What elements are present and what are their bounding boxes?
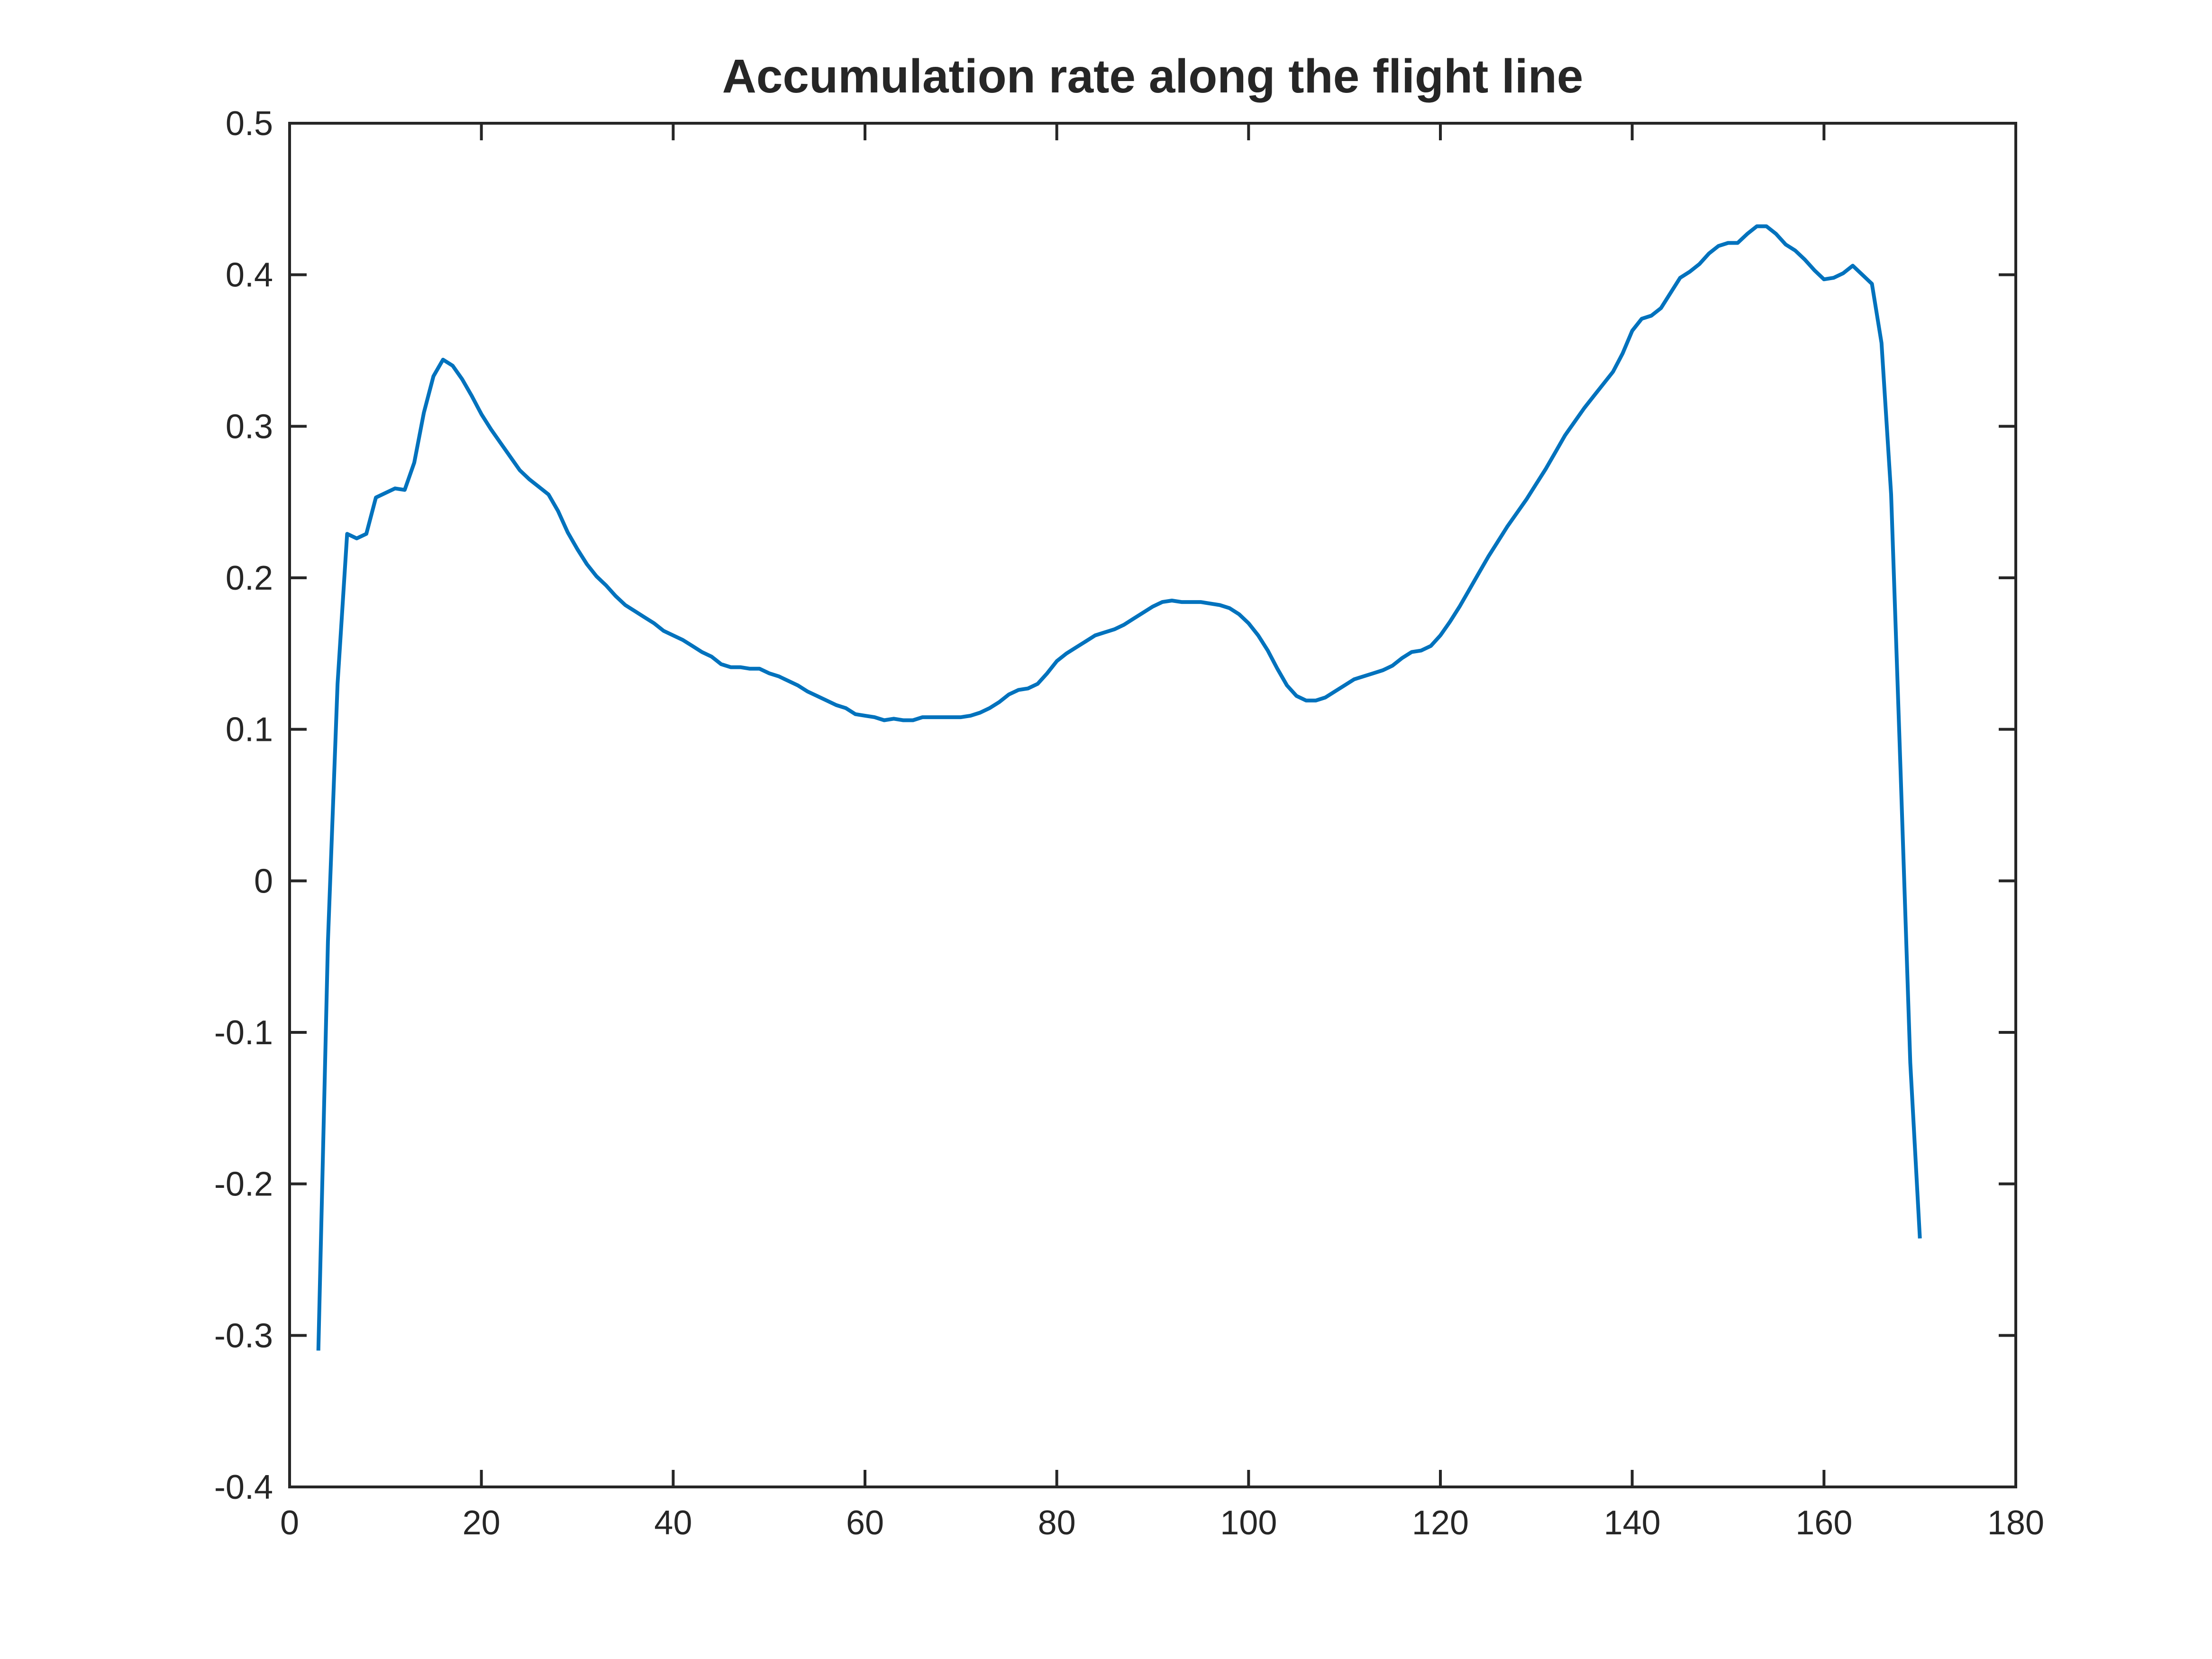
x-tick-label: 40 <box>654 1504 692 1542</box>
y-tick-label: 0.3 <box>226 408 273 446</box>
x-tick-label: 160 <box>1795 1504 1852 1542</box>
x-tick-label: 140 <box>1604 1504 1661 1542</box>
x-tick-label: 180 <box>1987 1504 2044 1542</box>
x-tick-label: 100 <box>1220 1504 1277 1542</box>
y-tick-label: -0.2 <box>214 1166 273 1203</box>
y-tick-label: -0.3 <box>214 1317 273 1355</box>
x-axis: 0 20 40 60 80 100 120 140 160 180 <box>280 123 2044 1542</box>
y-tick-label: 0.2 <box>226 559 273 597</box>
series-layer <box>316 224 1922 1351</box>
axes-box <box>288 122 2017 1488</box>
x-tick-label: 0 <box>280 1504 299 1542</box>
y-tick-label: 0.5 <box>226 105 273 143</box>
y-tick-label: 0.1 <box>226 711 273 749</box>
y-tick-label: -0.4 <box>214 1468 273 1506</box>
y-tick-label: 0 <box>254 862 273 900</box>
y-tick-label: 0.4 <box>226 256 273 294</box>
x-tick-label: 80 <box>1038 1504 1076 1542</box>
x-tick-label: 20 <box>463 1504 501 1542</box>
series-line-0 <box>316 224 1922 1351</box>
y-axis: -0.4 -0.3 -0.2 -0.1 0 0.1 0.2 0.3 0.4 0.5 <box>214 105 2016 1506</box>
x-tick-label: 120 <box>1412 1504 1469 1542</box>
chart-title: Accumulation rate along the flight line <box>722 50 1584 103</box>
y-tick-label: -0.1 <box>214 1014 273 1052</box>
x-tick-label: 60 <box>846 1504 884 1542</box>
